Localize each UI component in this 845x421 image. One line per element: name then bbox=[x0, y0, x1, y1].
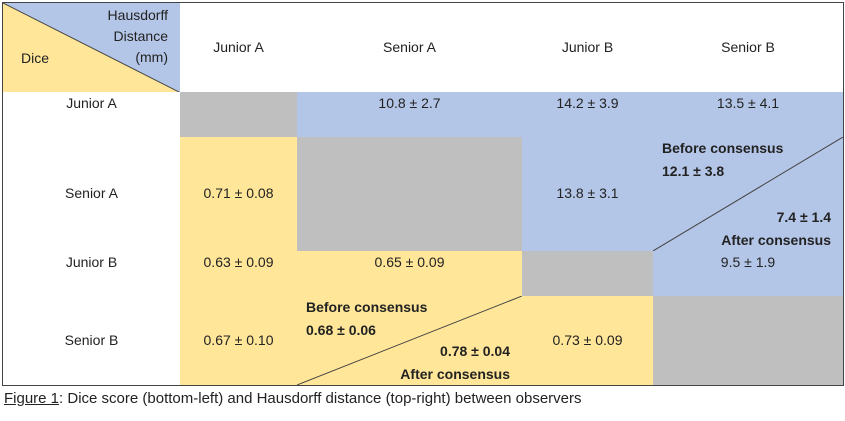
cell-value: 0.71 ± 0.08 bbox=[203, 185, 274, 201]
data-cell: 10.8 ± 2.7 bbox=[297, 92, 523, 138]
row-header: Senior B bbox=[64, 331, 119, 348]
corner-bottom-label: Dice bbox=[21, 50, 50, 66]
row-header: Junior A bbox=[66, 95, 117, 111]
before-value: 12.1 ± 3.8 bbox=[662, 163, 725, 179]
cell-value: 0.73 ± 0.09 bbox=[552, 331, 623, 348]
data-cell: 13.5 ± 4.1 bbox=[653, 92, 844, 138]
cell-value: 9.5 ± 1.9 bbox=[720, 254, 776, 270]
column-header-cell: Senior A bbox=[297, 2, 523, 93]
before-label: Before consensus bbox=[306, 299, 428, 315]
caption-text: : Dice score (bottom-left) and Hausdorff… bbox=[59, 390, 582, 407]
column-header-cell: Junior B bbox=[522, 2, 654, 93]
cell-value: 10.8 ± 2.7 bbox=[378, 95, 441, 111]
corner-diagonal bbox=[3, 3, 181, 93]
data-cell bbox=[297, 137, 523, 252]
caption-label: Figure 1 bbox=[4, 390, 60, 407]
row-header-cell: Junior B bbox=[2, 251, 181, 297]
cell-value: 0.67 ± 0.10 bbox=[203, 331, 274, 348]
row-header-cell: Senior B bbox=[2, 296, 181, 386]
data-cell: 0.73 ± 0.09 bbox=[522, 296, 654, 386]
split-diagonal bbox=[653, 137, 843, 251]
data-cell: Before consensus 12.1 ± 3.8 7.4 ± 1.4 After… bbox=[653, 137, 844, 252]
row-header: Senior A bbox=[65, 185, 118, 201]
column-header-cell: Junior A bbox=[180, 2, 298, 93]
column-header: Junior A bbox=[213, 39, 264, 55]
corner-cell: Hausdorff Distance (mm) Dice bbox=[2, 2, 181, 93]
column-header: Junior B bbox=[561, 39, 614, 55]
data-cell bbox=[522, 251, 654, 297]
after-label: After consensus bbox=[400, 366, 510, 382]
caption: Figure 1: Dice score (bottom-left) and H… bbox=[4, 390, 582, 407]
cell-value: 0.63 ± 0.09 bbox=[203, 254, 274, 270]
before-label: Before consensus bbox=[662, 140, 784, 156]
data-cell: 14.2 ± 3.9 bbox=[522, 92, 654, 138]
after-value: 7.4 ± 1.4 bbox=[776, 209, 831, 225]
data-cell: 0.65 ± 0.09 bbox=[297, 251, 523, 297]
data-cell: 13.8 ± 3.1 bbox=[522, 137, 654, 252]
data-cell: 0.71 ± 0.08 bbox=[180, 137, 298, 252]
row-header-cell: Junior A bbox=[2, 92, 181, 138]
cell-value: 14.2 ± 3.9 bbox=[556, 95, 619, 111]
column-header: Senior B bbox=[721, 39, 775, 55]
row-header: Junior B bbox=[65, 254, 118, 270]
data-cell bbox=[653, 296, 844, 386]
after-value: 0.78 ± 0.04 bbox=[440, 343, 510, 359]
cell-value: 13.8 ± 3.1 bbox=[556, 185, 619, 201]
cell-value: 13.5 ± 4.1 bbox=[716, 95, 780, 111]
cell-value: 0.65 ± 0.09 bbox=[374, 254, 445, 270]
column-header: Senior A bbox=[383, 39, 436, 55]
after-label: After consensus bbox=[721, 232, 831, 248]
column-header-cell: Senior B bbox=[653, 2, 844, 93]
data-cell: Before consensus 0.68 ± 0.06 0.78 ± 0.04 Af… bbox=[297, 296, 523, 386]
row-header-cell: Senior A bbox=[2, 137, 181, 252]
data-cell bbox=[180, 92, 298, 138]
split-diagonal bbox=[297, 296, 522, 385]
data-cell: 0.67 ± 0.10 bbox=[180, 296, 298, 386]
data-cell: 0.63 ± 0.09 bbox=[180, 251, 298, 297]
corner-top-label: Hausdorff Distance (mm) bbox=[107, 7, 168, 65]
data-cell: 9.5 ± 1.9 bbox=[653, 251, 844, 297]
before-value: 0.68 ± 0.06 bbox=[306, 322, 376, 338]
